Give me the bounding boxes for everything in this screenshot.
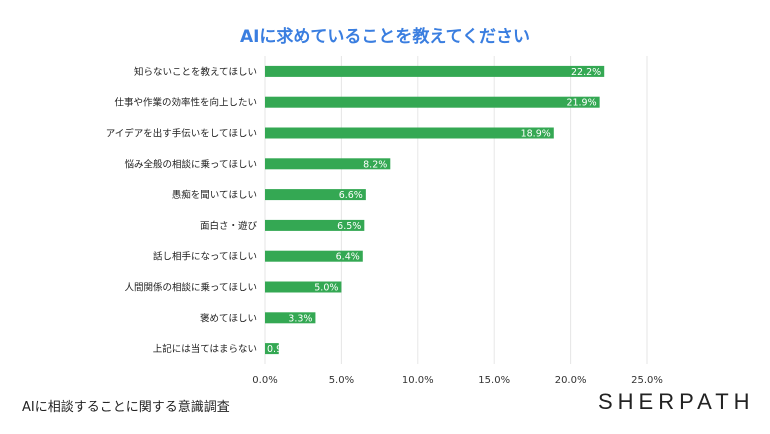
- chart-title: AIに求めていることを教えてください: [239, 27, 531, 47]
- x-tick-label: 20.0%: [555, 375, 587, 386]
- data-label: 3.3%: [288, 313, 312, 324]
- category-label: 愚痴を聞いてほしい: [172, 189, 257, 201]
- data-label: 8.2%: [363, 159, 387, 170]
- brand-logo: SHERPATH: [598, 389, 755, 414]
- bar: [265, 343, 279, 355]
- data-label: 22.2%: [571, 67, 601, 78]
- x-tick-label: 25.0%: [631, 375, 663, 386]
- category-label: 面白さ・遊び: [200, 220, 258, 232]
- x-tick-label: 10.0%: [402, 375, 434, 386]
- data-label: 21.9%: [566, 98, 596, 109]
- x-tick-label: 15.0%: [478, 375, 510, 386]
- bar: [265, 65, 605, 77]
- category-label: 人間関係の相談に乗ってほしい: [124, 282, 257, 294]
- category-label: 褒めてほしい: [200, 312, 257, 324]
- category-label: 知らないことを教えてほしい: [134, 66, 257, 78]
- category-label: 上記には当てはまらない: [153, 343, 257, 355]
- data-label: 6.6%: [339, 190, 363, 201]
- category-label: 仕事や作業の効率性を向上したい: [114, 97, 257, 109]
- data-label: 6.5%: [337, 221, 361, 232]
- category-label: 話し相手になってほしい: [153, 251, 257, 263]
- x-tick-label: 0.0%: [252, 375, 277, 386]
- bar: [265, 127, 554, 139]
- bar: [265, 281, 342, 293]
- bar: [265, 219, 365, 231]
- bar: [265, 96, 600, 108]
- bar: [265, 189, 366, 201]
- data-label: 0.9%: [267, 344, 291, 355]
- x-tick-label: 5.0%: [329, 375, 354, 386]
- bar: [265, 312, 316, 324]
- data-label: 6.4%: [336, 252, 360, 263]
- bar: [265, 158, 391, 170]
- category-label: アイデアを出す手伝いをしてほしい: [106, 128, 257, 140]
- category-label: 悩み全般の相談に乗ってほしい: [124, 158, 257, 170]
- bar: [265, 250, 363, 262]
- survey-name: AIに相談することに関する意識調査: [22, 400, 230, 415]
- data-label: 5.0%: [314, 283, 338, 294]
- data-label: 18.9%: [521, 129, 551, 140]
